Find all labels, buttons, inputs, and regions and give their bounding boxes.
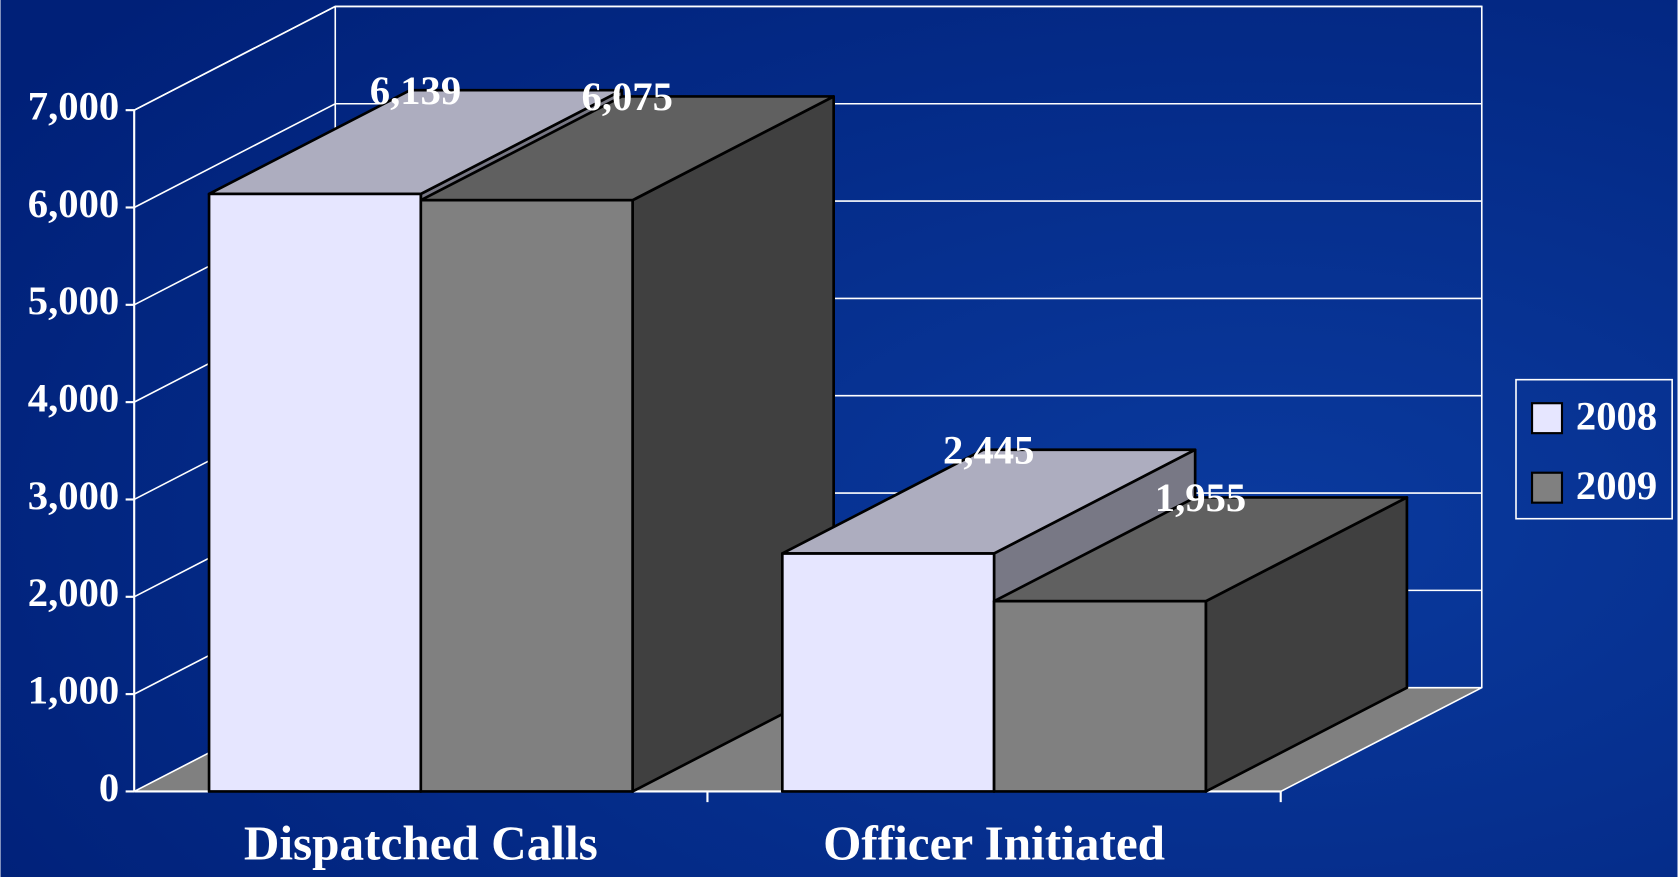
legend-label: 2009 <box>1576 463 1657 508</box>
value-label: 6,139 <box>370 68 461 113</box>
grid-line <box>133 5 1482 111</box>
x-tick-label: Dispatched Calls <box>244 815 598 870</box>
plot-area: 0 1,000 2,000 3,000 4,000 5,000 6,000 7,000 Disp… <box>28 5 1673 870</box>
value-label: 2,445 <box>943 427 1034 472</box>
bar <box>992 599 1208 793</box>
legend-swatch <box>1530 471 1564 504</box>
value-label: 1,955 <box>1155 475 1246 520</box>
y-tick-label: 2,000 <box>28 570 119 615</box>
y-tick-label: 7,000 <box>28 83 119 128</box>
grid-line <box>133 102 1482 209</box>
y-tick-label: 5,000 <box>28 278 119 323</box>
y-tick-label: 0 <box>99 765 119 810</box>
y-tick-label: 6,000 <box>28 181 119 226</box>
y-tick-label: 4,000 <box>28 375 119 420</box>
legend-box <box>1515 378 1673 520</box>
legend-swatch <box>1530 402 1564 435</box>
value-label: 6,075 <box>582 74 673 119</box>
bar <box>207 192 423 793</box>
legend-label: 2008 <box>1576 394 1657 439</box>
x-tick-label: Officer Initiated <box>823 815 1165 870</box>
bar <box>780 552 996 793</box>
y-tick-label: 1,000 <box>28 667 119 712</box>
bar <box>419 198 634 793</box>
y-tick-label: 3,000 <box>28 473 119 518</box>
